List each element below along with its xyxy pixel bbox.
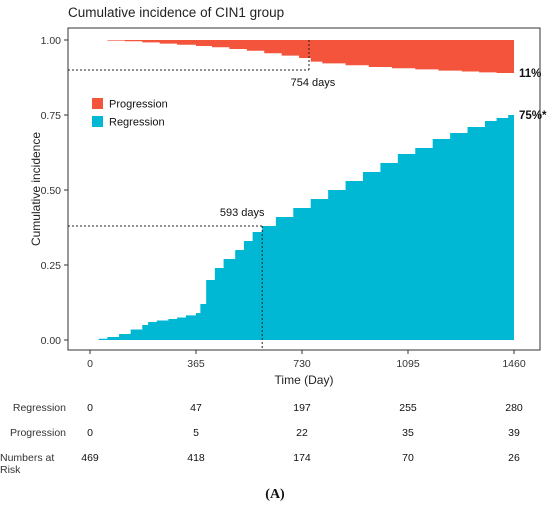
risk-cell: 418 (187, 452, 205, 464)
risk-cell: 255 (399, 402, 417, 414)
plot-border (67, 27, 541, 351)
chart-title: Cumulative incidence of CIN1 group (68, 5, 284, 20)
risk-cell: 70 (402, 452, 414, 464)
risk-row-label: Progression (9, 427, 66, 439)
end-label-regression: 75%* (519, 110, 547, 122)
x-tick-label: 1460 (502, 358, 526, 370)
legend-swatch-regression (92, 116, 103, 127)
x-tick-label: 0 (87, 358, 93, 370)
risk-cell: 280 (505, 402, 523, 414)
legend-label-progression: Progression (109, 99, 168, 111)
y-tick-label: 0.00 (41, 335, 62, 347)
y-axis-label: Cumulative incidence (29, 132, 43, 246)
annotation-regression: 593 days (220, 207, 265, 219)
risk-cell: 469 (81, 452, 99, 464)
risk-cell: 47 (190, 402, 202, 414)
x-tick-label: 1095 (396, 358, 420, 370)
end-label-progression: 11% (519, 68, 541, 80)
x-tick-label: 365 (187, 358, 205, 370)
risk-row-label: Regression (12, 402, 66, 414)
risk-cell: 0 (87, 402, 93, 414)
y-tick-label: 1.00 (41, 35, 62, 47)
panel-label: (A) (265, 487, 285, 502)
legend-label-regression: Regression (109, 117, 165, 129)
risk-cell: 5 (193, 427, 199, 439)
risk-cell: 197 (293, 402, 311, 414)
y-tick-label: 0.25 (41, 260, 62, 272)
legend-swatch-progression (92, 98, 103, 109)
risk-cell: 22 (296, 427, 308, 439)
annotation-progression: 754 days (291, 77, 336, 89)
risk-row-label: Numbers at Risk (0, 452, 55, 476)
area-progression (90, 40, 514, 73)
y-tick-label: 0.75 (41, 110, 62, 122)
risk-cell: 0 (87, 427, 93, 439)
x-tick-label: 730 (293, 358, 311, 370)
risk-cell: 39 (508, 427, 520, 439)
cumulative-incidence-chart: Cumulative incidence of CIN1 group 11% 75… (29, 5, 547, 387)
risk-cell: 174 (293, 452, 311, 464)
y-tick-label: 0.50 (41, 185, 62, 197)
plot-area: 11% 75%* 754 days 593 days Progression Regres… (41, 27, 547, 370)
risk-cell: 35 (402, 427, 414, 439)
x-axis-label: Time (Day) (275, 373, 334, 387)
area-regression (90, 115, 514, 340)
risk-cell: 26 (508, 452, 520, 464)
